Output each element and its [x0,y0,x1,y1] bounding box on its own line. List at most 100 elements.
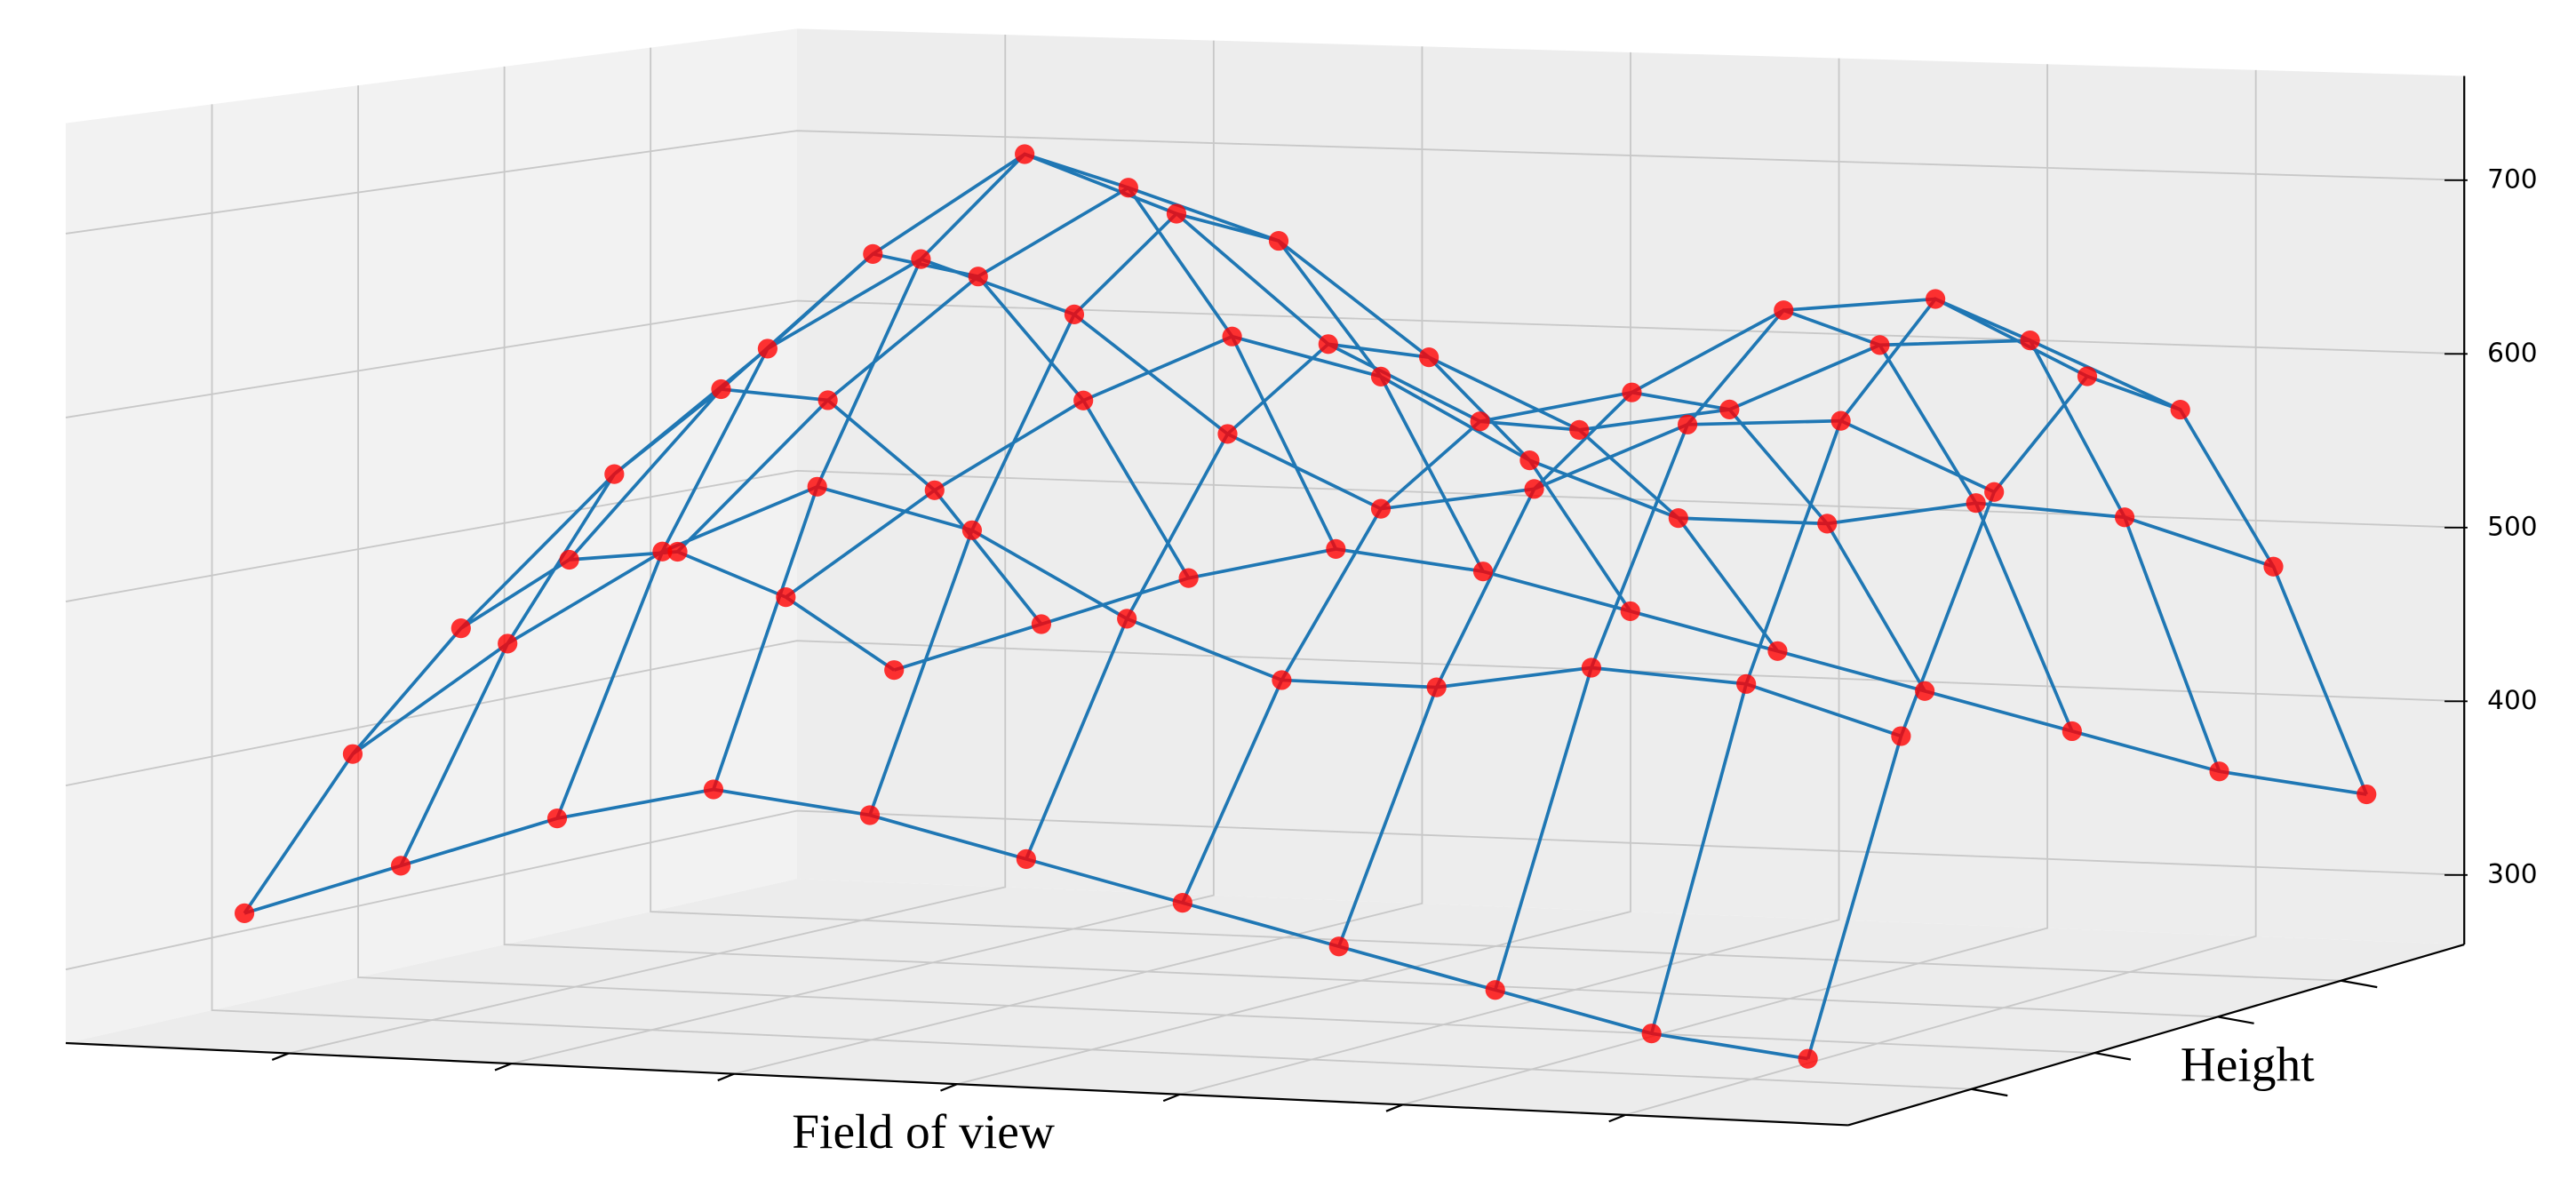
data-point [1073,390,1094,410]
data-point [1118,178,1138,198]
data-point [1569,419,1590,440]
data-point [1318,334,1338,355]
z-tick-label: 500 [2487,511,2537,541]
data-point [1470,411,1490,432]
x-tick [717,1072,735,1082]
axes: 300 400 500 600 700 [65,76,2538,1127]
data-point [1767,641,1788,661]
data-point [1117,609,1137,629]
data-point [2062,721,2082,742]
data-point [711,378,731,400]
data-point [924,480,945,500]
data-point [1830,410,1851,431]
data-point [1817,514,1838,534]
floor-pane [65,879,2465,1126]
data-point [2114,507,2135,528]
data-point [1870,335,1890,355]
x-tick [1608,1113,1626,1123]
data-point [1370,498,1392,519]
grid-line [357,85,2095,1055]
data-point [604,464,625,484]
data-point [703,779,724,800]
data-point [1641,1024,1662,1044]
data-point [1217,424,1238,444]
data-point [342,744,363,764]
points [234,144,2377,1069]
data-point [807,476,827,497]
grid-line [734,46,1424,1075]
data-point [1678,414,1698,434]
data-point [451,618,471,639]
data-point [1016,848,1036,869]
data-point [859,805,880,825]
data-point [1620,601,1640,622]
data-point [1915,681,1935,701]
data-point [234,903,255,923]
data-point [546,809,568,829]
data-point [1178,568,1199,588]
data-point [2209,761,2229,782]
data-point [2077,366,2098,386]
data-point [1622,382,1642,402]
grid-line [511,40,1215,1064]
data-point [390,856,411,876]
data-point [911,249,931,269]
y-tick [2341,979,2378,989]
data-point [498,633,518,654]
data-point [1736,673,1757,694]
data-point [1015,144,1035,164]
data-point [1426,677,1447,697]
x-tick [494,1063,512,1072]
y-tick [1971,1087,2008,1097]
data-point [652,541,673,562]
data-point [1031,614,1052,634]
y-tick [2217,1016,2254,1024]
data-point [1966,493,1986,514]
data-point [961,520,983,540]
data-point [1268,230,1289,251]
data-point [1064,304,1085,324]
z-tick-label: 400 [2487,685,2537,715]
data-point [1581,657,1601,678]
grid-line [1624,69,2257,1116]
data-point [1485,980,1505,1000]
data-point [1719,399,1740,419]
data-point [1891,726,1911,746]
grid-line [1179,58,1840,1095]
grid-line [288,34,1007,1055]
data-point [968,267,988,287]
data-point [1519,450,1540,471]
x-tick [940,1083,958,1092]
grid-line [65,809,2465,971]
grid [65,34,2465,1116]
grid-line [503,66,2218,1018]
z-tick-label: 300 [2487,858,2537,888]
grid-line [650,47,2341,982]
data-point [559,549,579,570]
data-point [667,541,688,562]
data-point [1166,203,1187,224]
data-point [1524,479,1544,499]
data-point [1172,893,1192,913]
data-point [1984,482,2005,502]
data-point [2020,331,2040,351]
grid-line [211,104,1972,1090]
data-point [884,660,905,681]
data-point [2357,784,2377,805]
data-point [817,390,838,410]
data-point [1370,366,1392,386]
grid-line [65,640,2465,787]
data-point [757,339,778,359]
data-point [1272,670,1292,690]
grid-line [65,130,2465,235]
data-point [1668,508,1688,529]
y-axis-label: Height [2181,1037,2316,1091]
z-tick-label: 600 [2487,338,2537,368]
data-point [1326,538,1346,559]
data-point [2263,556,2284,577]
data-point [1774,300,1794,321]
x-axis-label: Field of view [792,1104,1055,1159]
z-tick-label: 700 [2487,163,2537,194]
data-point [1798,1048,1818,1069]
